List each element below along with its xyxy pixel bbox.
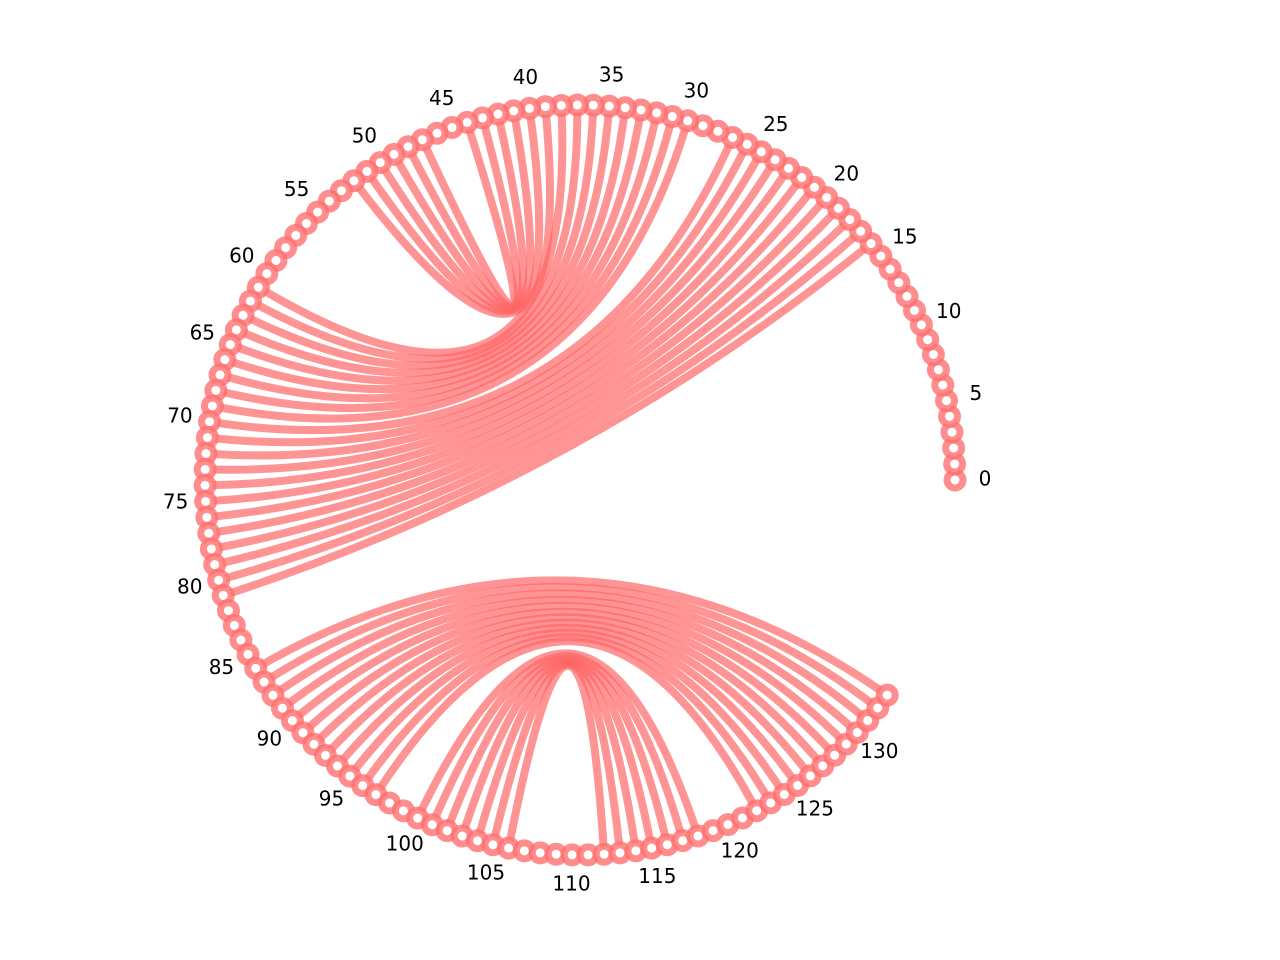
link-126-93 [321, 618, 815, 780]
tick-label-65: 65 [190, 320, 215, 344]
link-16-81 [219, 239, 876, 600]
link-27-70 [205, 133, 737, 435]
tick-label-20: 20 [834, 161, 859, 185]
tick-label-100: 100 [386, 832, 424, 856]
node-133 [875, 683, 899, 707]
link-31-68 [211, 112, 677, 413]
tick-label-45: 45 [429, 86, 454, 110]
tick-label-105: 105 [467, 860, 505, 884]
tick-label-110: 110 [552, 871, 590, 895]
nodes-layer [193, 93, 967, 867]
tick-label-75: 75 [163, 490, 188, 514]
tick-label-25: 25 [763, 112, 788, 136]
tick-label-5: 5 [969, 381, 982, 405]
tick-label-40: 40 [513, 65, 538, 89]
link-44-47 [418, 118, 519, 310]
link-26-71 [203, 140, 752, 447]
link-24-73 [201, 155, 780, 474]
link-122-97 [371, 637, 761, 815]
link-133-86 [251, 576, 892, 700]
tick-label-60: 60 [229, 244, 254, 268]
tick-label-80: 80 [177, 575, 202, 599]
link-125-94 [333, 623, 802, 790]
link-35-64 [232, 102, 614, 377]
tick-label-95: 95 [319, 786, 344, 810]
tick-label-85: 85 [209, 655, 234, 679]
tick-label-55: 55 [284, 177, 309, 201]
link-20-77 [204, 193, 831, 538]
links-layer [201, 101, 892, 859]
link-129-90 [288, 601, 851, 749]
tick-label-15: 15 [892, 225, 917, 249]
tick-label-120: 120 [721, 839, 759, 863]
link-23-74 [201, 164, 793, 490]
tick-label-50: 50 [352, 124, 377, 148]
link-34-65 [226, 103, 630, 385]
link-130-89 [278, 595, 862, 737]
link-21-76 [202, 183, 819, 522]
tick-label-10: 10 [936, 299, 961, 323]
link-18-79 [210, 215, 854, 569]
link-32-67 [216, 108, 661, 403]
link-36-63 [239, 101, 598, 370]
link-124-95 [345, 628, 789, 799]
tick-label-30: 30 [684, 79, 709, 103]
tick-label-35: 35 [599, 63, 624, 87]
tick-label-115: 115 [638, 864, 676, 888]
link-128-91 [298, 607, 839, 760]
link-112-106 [504, 661, 609, 859]
link-127-92 [309, 613, 827, 770]
link-38-61 [254, 101, 567, 357]
link-25-72 [201, 147, 766, 460]
tick-labels-layer: 0 5 10 15 20 25 30 35 40 45 50 55 60 65 70 75 80 85 90 95 10… [163, 63, 991, 896]
link-19-78 [207, 204, 843, 553]
tick-label-125: 125 [796, 796, 834, 820]
tick-label-0: 0 [979, 467, 992, 491]
link-22-75 [201, 173, 806, 506]
link-123-96 [358, 633, 775, 807]
link-131-88 [268, 589, 872, 725]
tick-label-130: 130 [860, 739, 898, 763]
link-33-66 [220, 105, 645, 394]
link-30-69 [208, 116, 692, 423]
link-132-87 [260, 583, 882, 712]
tick-label-70: 70 [167, 404, 192, 428]
link-17-80 [214, 227, 865, 585]
tick-label-90: 90 [257, 726, 282, 750]
